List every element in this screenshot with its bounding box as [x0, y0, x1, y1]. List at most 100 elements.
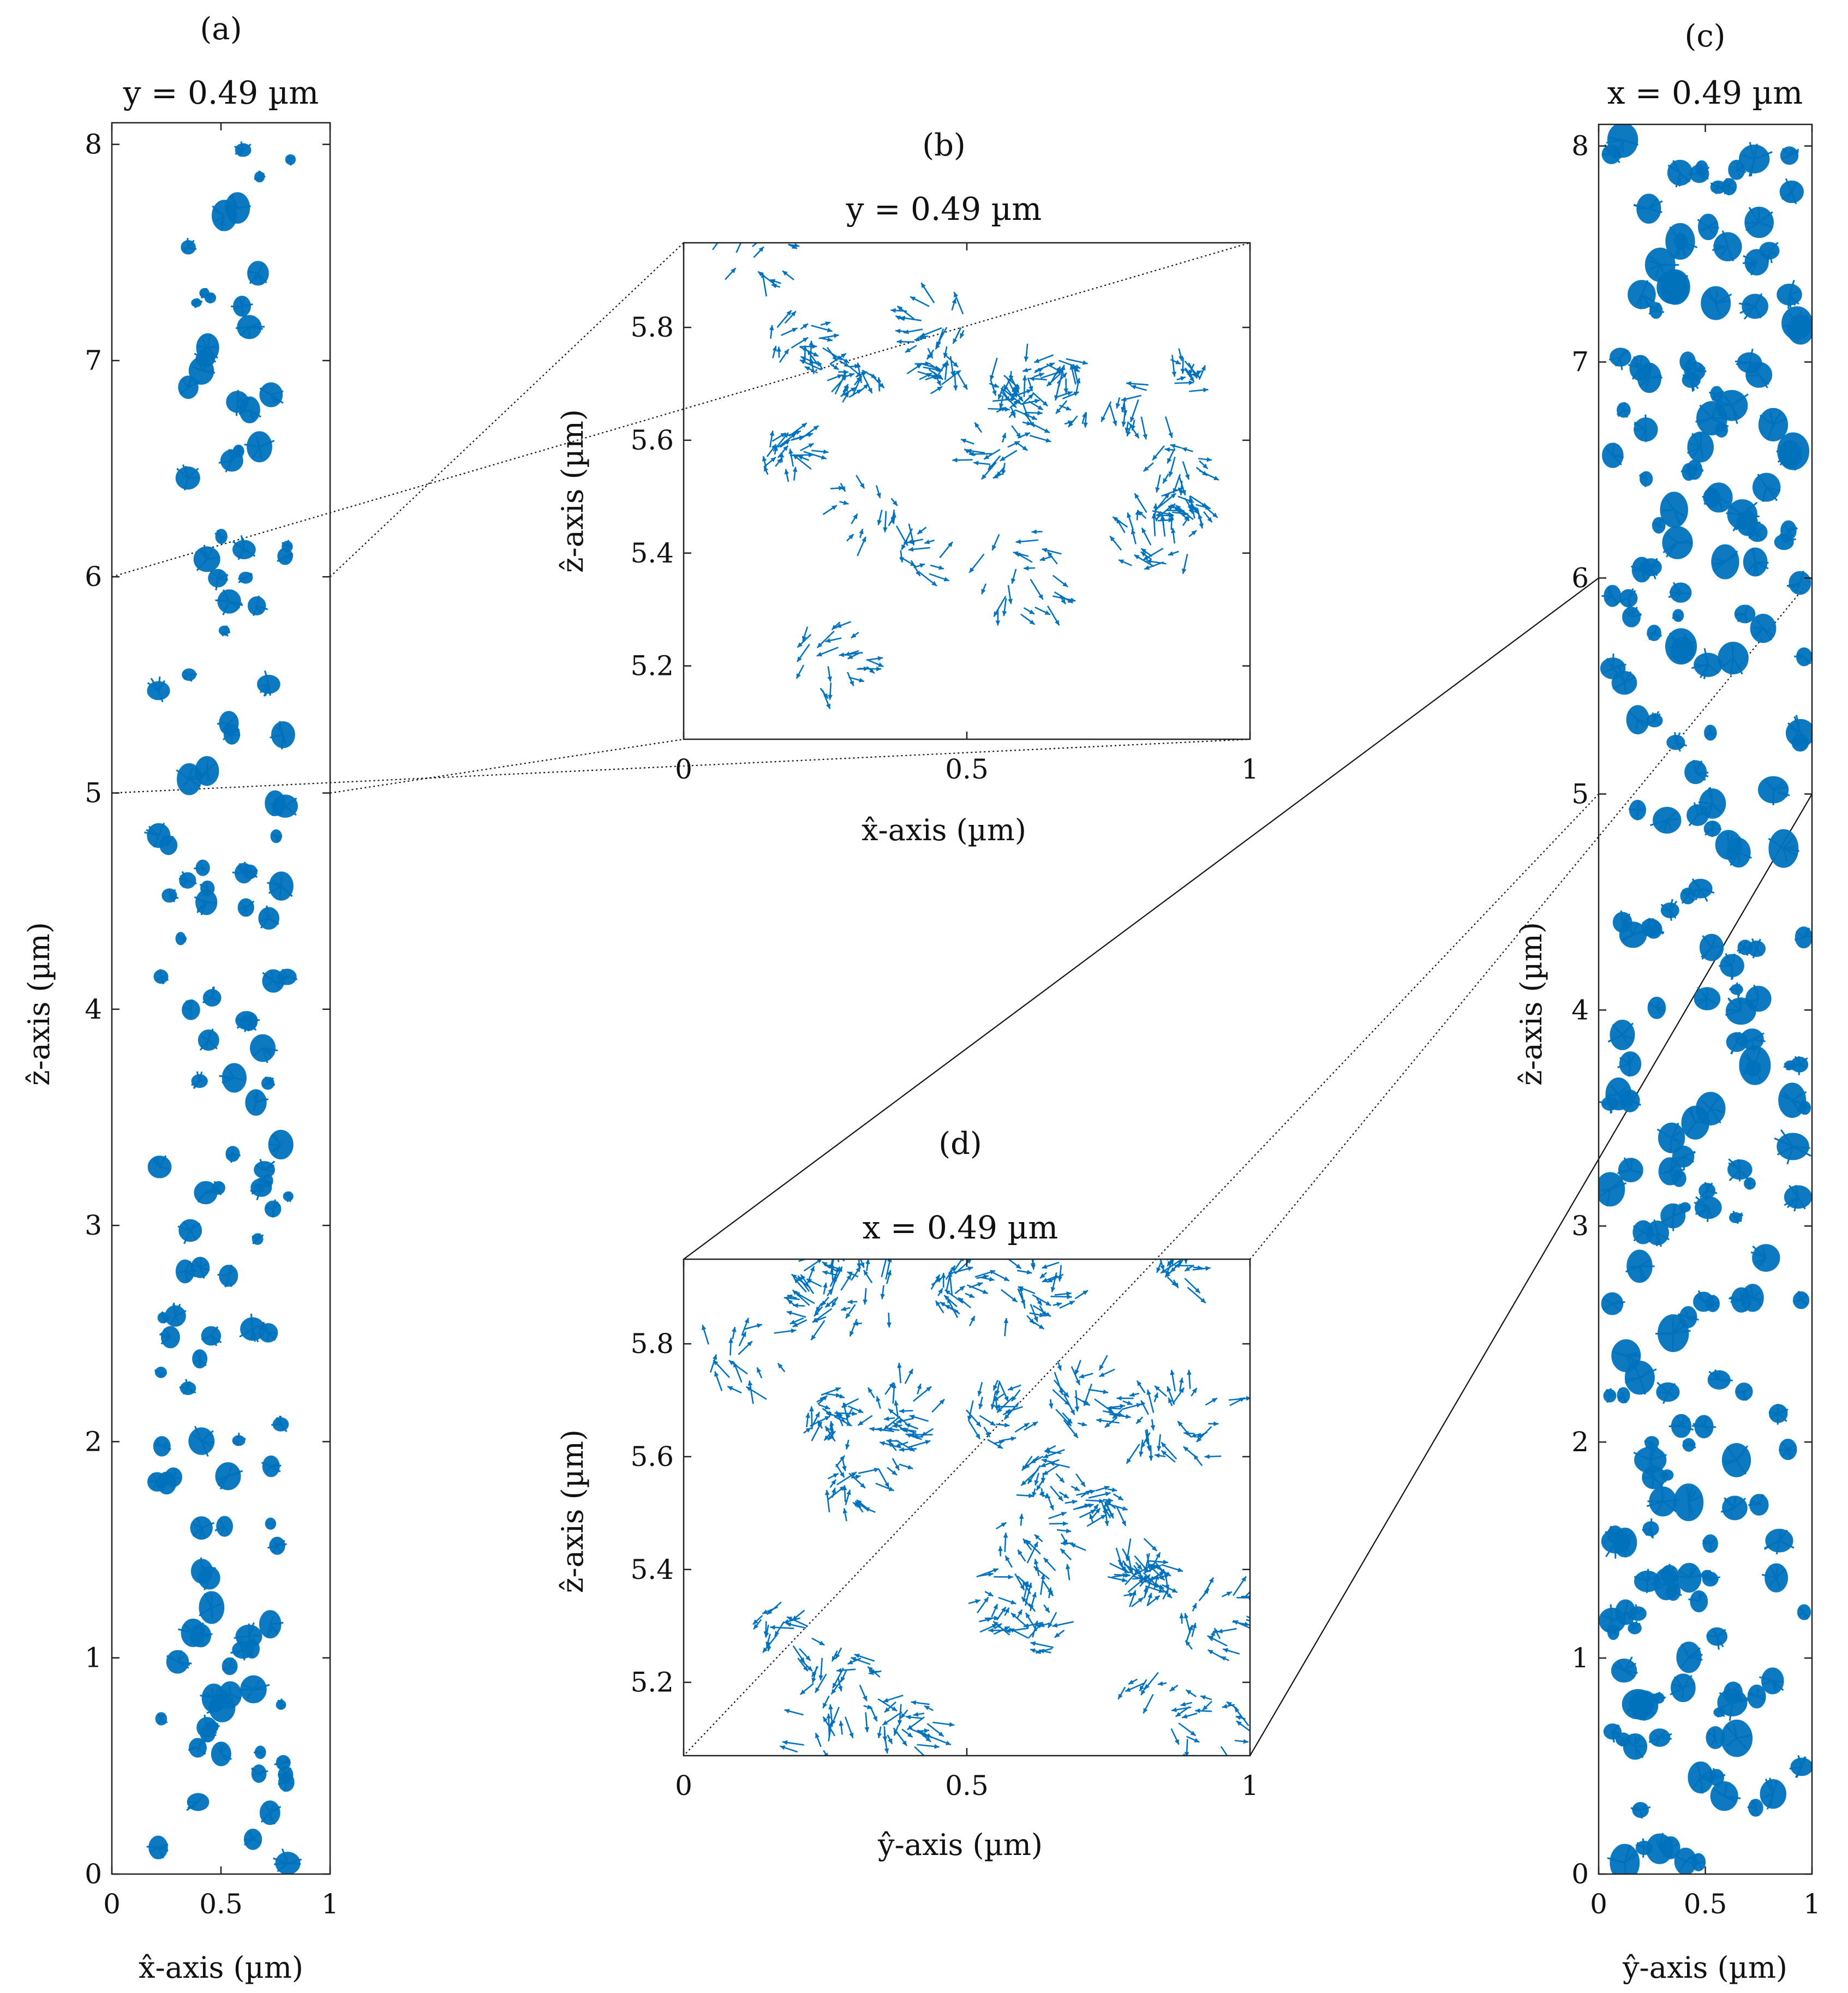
vector-arrow — [1700, 226, 1709, 231]
vector-arrowhead — [1017, 1609, 1022, 1615]
vector-arrowhead — [858, 1420, 864, 1426]
vector-arrow — [1659, 1833, 1664, 1850]
vector-arrow — [1786, 582, 1801, 587]
vector-arrow — [1691, 878, 1701, 889]
vector-arrowhead — [794, 1292, 800, 1297]
vector-cluster — [1726, 499, 1760, 532]
vector-arrow — [158, 1718, 162, 1725]
vector-arrow — [1612, 1724, 1619, 1732]
vector-arrowhead — [747, 1380, 753, 1386]
vector-arrowhead — [853, 513, 858, 519]
vector-cluster — [245, 1089, 269, 1116]
vector-arrowhead — [860, 1483, 865, 1488]
vector-arrow — [1799, 1607, 1805, 1613]
vector-cluster — [895, 523, 954, 587]
vector-arrow — [265, 980, 274, 987]
vector-arrowhead — [863, 1270, 869, 1276]
vector-arrowhead — [884, 1482, 889, 1488]
vector-cluster — [250, 1764, 268, 1783]
vector-arrow — [232, 1153, 237, 1159]
panel-d-data-series — [702, 1259, 1250, 1773]
vector-arrowhead — [889, 1382, 894, 1388]
vector-arrow — [272, 1208, 276, 1216]
vector-arrow — [1611, 153, 1620, 164]
vector-arrow — [1673, 1330, 1691, 1334]
vector-arrow — [1636, 1842, 1645, 1849]
vector-arrowhead — [953, 362, 958, 367]
vector-arrow — [259, 684, 270, 693]
vector-arrow — [266, 1624, 271, 1638]
vector-arrow — [1751, 1039, 1755, 1053]
vector-cluster — [1599, 1604, 1627, 1633]
vector-cluster — [179, 1379, 196, 1396]
vector-arrow — [1652, 523, 1659, 526]
vector-cluster — [1646, 711, 1663, 728]
vector-cluster — [226, 390, 250, 416]
vector-arrow — [1653, 1219, 1659, 1234]
vector-cluster — [1743, 547, 1769, 577]
vector-arrow — [280, 1704, 286, 1707]
vector-arrow — [271, 834, 277, 837]
vector-cluster — [1750, 613, 1777, 643]
vector-arrow — [1736, 160, 1739, 170]
vector-cluster — [1603, 1723, 1622, 1743]
vector-arrow — [1708, 726, 1712, 733]
vector-arrow — [207, 1028, 214, 1040]
panel-b-axes-box — [683, 242, 1251, 740]
vector-arrowhead — [887, 1427, 893, 1432]
vector-cluster — [234, 141, 252, 157]
vector-arrowhead — [786, 1310, 792, 1315]
vector-cluster — [201, 1326, 222, 1346]
vector-arrow — [1699, 173, 1706, 182]
vector-arrowhead — [808, 433, 813, 438]
vector-arrow — [1732, 1699, 1750, 1704]
vector-arrowhead — [785, 1768, 790, 1773]
vector-arrowhead — [1155, 1386, 1160, 1391]
vector-cluster — [968, 1568, 1054, 1639]
zoom-connector-lines — [111, 242, 1813, 1756]
vector-arrowhead — [1008, 599, 1013, 605]
vector-arrowhead — [1168, 517, 1174, 523]
vector-arrowhead — [856, 1266, 861, 1272]
vector-arrow — [1782, 322, 1797, 328]
vector-arrowhead — [1054, 395, 1059, 401]
vector-arrowhead — [809, 1406, 814, 1411]
vector-arrowhead — [1158, 1681, 1163, 1686]
vector-arrow — [1794, 936, 1804, 941]
vector-arrow — [1779, 453, 1791, 457]
vector-arrowhead — [1034, 399, 1040, 404]
vector-cluster — [1602, 442, 1624, 468]
vector-arrow — [1717, 1712, 1720, 1717]
vector-arrow — [1797, 1290, 1802, 1301]
vector-arrowhead — [876, 1396, 881, 1402]
vector-arrow — [1666, 534, 1678, 543]
vector-arrowhead — [1014, 441, 1020, 446]
vector-arrow — [1683, 1308, 1689, 1318]
vector-cluster — [202, 986, 222, 1007]
vector-arrow — [1670, 1169, 1685, 1172]
vector-arrowhead — [1034, 1480, 1039, 1486]
vector-arrow — [1625, 1355, 1641, 1363]
vector-arrow — [215, 599, 230, 603]
vector-arrow — [184, 1271, 194, 1277]
vector-arrow — [256, 1233, 261, 1240]
vector-arrow — [1625, 1611, 1637, 1618]
vector-cluster — [1686, 432, 1714, 463]
vector-arrow — [1703, 665, 1709, 680]
vector-arrow — [1772, 1680, 1779, 1691]
vector-arrowhead — [1061, 373, 1067, 378]
vector-arrowhead — [1014, 387, 1019, 393]
vector-arrow — [252, 1773, 259, 1776]
vector-arrowhead — [1065, 1564, 1070, 1570]
vector-arrowhead — [950, 371, 955, 377]
vector-arrow — [1789, 1184, 1799, 1198]
vector-arrow — [1610, 1177, 1624, 1190]
vector-arrowhead — [892, 1423, 898, 1428]
vector-arrow — [1671, 1137, 1682, 1142]
vector-arrow — [250, 1768, 260, 1775]
vector-cluster — [930, 1259, 989, 1318]
vector-arrowhead — [840, 486, 846, 492]
vector-arrowhead — [794, 1278, 799, 1284]
vector-arrowhead — [1183, 1613, 1189, 1619]
vector-cluster — [182, 999, 200, 1020]
